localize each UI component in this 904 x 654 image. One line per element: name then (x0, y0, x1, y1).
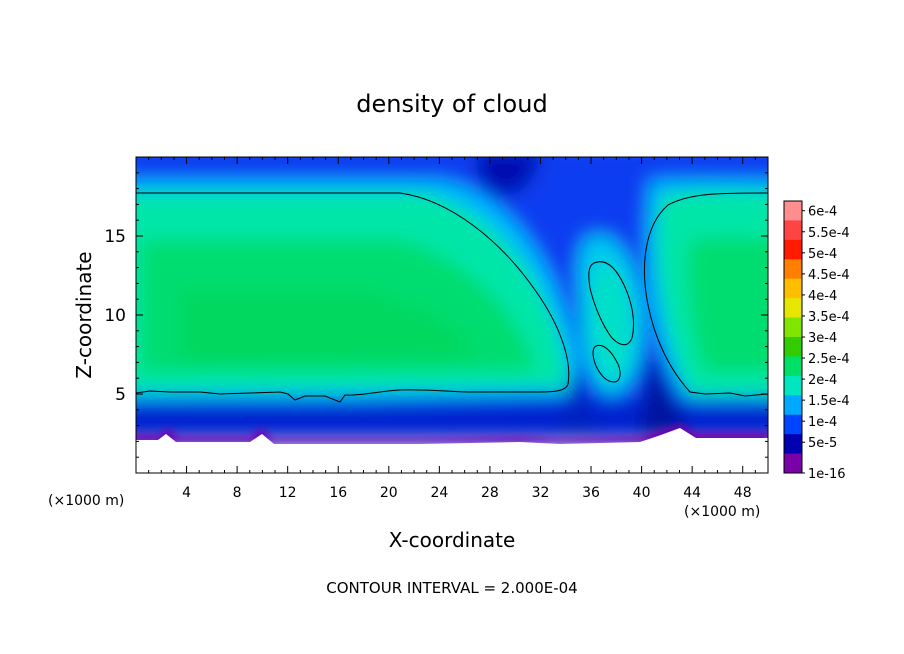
contour-lines (136, 192, 768, 403)
colorbar: 6e-4 5.5e-4 5e-4 4.5e-4 4e-4 3.5e-4 3e-4 2.5e-4… (783, 200, 850, 482)
contour-interval-label: CONTOUR INTERVAL = 2.000E-04 (326, 579, 577, 597)
colorbar-label: 3e-4 (808, 331, 837, 346)
y-tick-label: 10 (104, 306, 126, 326)
colorbar-swatch (784, 278, 802, 299)
y-axis-label: Z-coordinate (72, 251, 96, 378)
colorbar-label: 6e-4 (808, 205, 837, 220)
x-tick-label: 40 (633, 485, 651, 501)
y-tick-label: 5 (115, 385, 126, 405)
colorbar-swatch (784, 337, 802, 357)
colorbar-swatch (784, 239, 802, 260)
colorbar-label: 5e-4 (808, 247, 837, 262)
contour-left-cloud (136, 192, 570, 403)
colorbar-label: 5.5e-4 (808, 226, 850, 241)
x-tick-label: 16 (329, 485, 347, 501)
chart-title: density of cloud (356, 90, 547, 118)
x-tick-label: 12 (279, 485, 297, 501)
contour-right-cloud (643, 192, 768, 397)
colorbar-swatch (784, 201, 802, 221)
x-tick-label: 20 (380, 485, 398, 501)
y-unit-label: (×1000 m) (48, 493, 124, 509)
colorbar-swatch (784, 434, 802, 455)
colorbar-label: 2e-4 (808, 373, 837, 388)
colorbar-label: 5e-5 (808, 436, 837, 451)
colorbar-swatch (784, 395, 802, 416)
x-tick-label: 44 (683, 485, 701, 501)
y-tick-label: 15 (104, 227, 126, 247)
colorbar-label: 4.5e-4 (808, 268, 850, 283)
colorbar-label: 1.5e-4 (808, 394, 850, 409)
x-tick-label: 48 (734, 485, 752, 501)
colorbar-swatch (784, 259, 802, 280)
colorbar-swatch (784, 375, 802, 396)
x-tick-label: 28 (481, 485, 499, 501)
cloud-field (136, 157, 768, 440)
colorbar-label: 1e-16 (808, 467, 846, 482)
x-tick-label: 4 (182, 485, 191, 501)
x-tick-label: 32 (532, 485, 550, 501)
x-axis-label: X-coordinate (389, 528, 516, 552)
terrain-mask (136, 428, 768, 473)
colorbar-label: 2.5e-4 (808, 352, 850, 367)
colorbar-swatch (784, 356, 802, 377)
x-tick-label: 36 (582, 485, 600, 501)
surface-band (136, 424, 768, 443)
colorbar-swatch (784, 317, 802, 338)
x-tick-label: 24 (430, 485, 448, 501)
colorbar-label: 3.5e-4 (808, 310, 850, 325)
colorbar-swatch (784, 453, 802, 474)
contour-plume-lower (592, 344, 621, 383)
plot-area (136, 157, 768, 473)
colorbar-swatch (784, 298, 802, 319)
colorbar-swatch (784, 414, 802, 435)
x-tick-label: 8 (233, 485, 242, 501)
colorbar-swatch (784, 220, 802, 241)
x-unit-label: (×1000 m) (684, 504, 760, 520)
contour-plume-upper (588, 261, 635, 346)
colorbar-label: 4e-4 (808, 289, 837, 304)
colorbar-label: 1e-4 (808, 415, 837, 430)
